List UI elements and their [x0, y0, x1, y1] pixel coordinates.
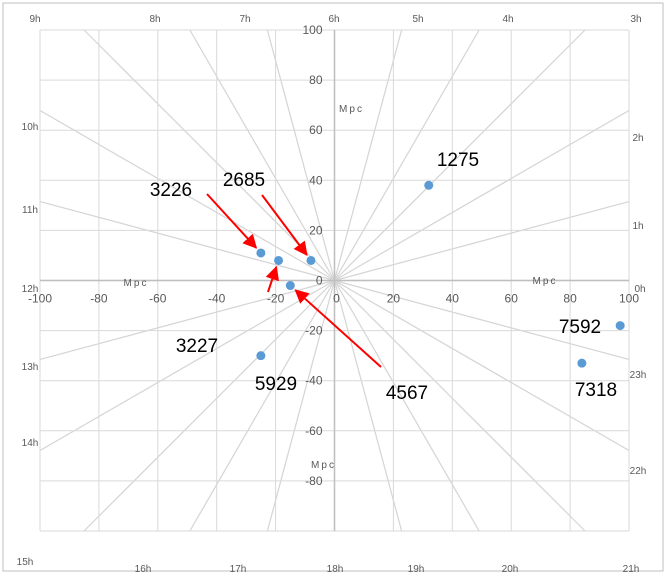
x-tick-label: 80	[563, 292, 577, 306]
radial-line-9h	[83, 29, 335, 281]
x-tick-label: 60	[505, 292, 519, 306]
y-tick-label: 100	[302, 23, 322, 37]
radial-line-16h	[189, 280, 336, 532]
y-tick-label: -60	[305, 424, 323, 438]
radial-line-21h	[334, 280, 586, 532]
radial-line-20h	[333, 280, 480, 532]
arrow-2685	[261, 194, 308, 256]
y-tick-label: 20	[309, 223, 323, 237]
hour-label-13h: 13h	[22, 362, 39, 373]
x-tick-label: 40	[446, 292, 460, 306]
hour-label-15h: 15h	[17, 557, 34, 568]
hour-label-6h: 6h	[328, 14, 339, 25]
hour-label-14h: 14h	[22, 438, 39, 449]
radial-line-4h	[333, 29, 480, 281]
point-label-4567: 4567	[386, 383, 428, 404]
radial-line-11h	[39, 201, 335, 282]
hour-label-3h: 3h	[630, 14, 641, 25]
hour-label-12h: 12h	[22, 284, 39, 295]
radial-line-10h	[39, 109, 335, 282]
hour-label-8h: 8h	[149, 14, 160, 25]
axis-unit-label: Mpc	[124, 278, 149, 289]
y-tick-label: -80	[305, 474, 323, 488]
hour-label-10h: 10h	[22, 122, 39, 133]
hour-label-21h: 21h	[623, 564, 640, 575]
arrow-4567	[294, 289, 382, 368]
radial-line-22h	[334, 279, 630, 452]
y-tick-label: 40	[309, 173, 323, 187]
hour-label-11h: 11h	[22, 205, 38, 216]
axis-unit-label: Mpc	[533, 276, 558, 287]
hour-label-20h: 20h	[502, 564, 519, 575]
arrow-3227	[265, 265, 279, 293]
y-tick-label: 80	[309, 73, 323, 87]
radial-line-3h	[334, 29, 586, 281]
x-tick-label: -80	[90, 292, 108, 306]
radial-line-13h	[39, 279, 335, 360]
y-tick-label: -20	[305, 324, 323, 338]
radial-line-19h	[333, 280, 403, 532]
point-label-3227: 3227	[176, 336, 218, 357]
point-label-5929: 5929	[255, 374, 297, 395]
radial-line-5h	[333, 29, 403, 281]
point-label-1275: 1275	[437, 150, 479, 171]
hour-label-7h: 7h	[239, 14, 250, 25]
hour-label-19h: 19h	[408, 564, 425, 575]
data-point-3227	[274, 255, 284, 265]
axis-unit-label: Mpc	[339, 104, 364, 115]
hour-label-1h: 1h	[632, 221, 643, 232]
x-tick-label: -60	[149, 292, 167, 306]
hour-label-18h: 18h	[327, 564, 344, 575]
radial-line-17h	[266, 280, 336, 532]
data-point-2685	[306, 255, 316, 265]
point-label-7592: 7592	[559, 317, 601, 338]
x-tick-label: 0	[333, 292, 340, 306]
hour-label-0h: 0h	[634, 284, 645, 295]
hour-label-22h: 22h	[630, 466, 647, 477]
hour-label-2h: 2h	[632, 133, 643, 144]
x-tick-label: 20	[387, 292, 401, 306]
axis-unit-label: Mpc	[311, 460, 336, 471]
x-tick-label: -20	[267, 292, 285, 306]
y-tick-label: 0	[316, 274, 323, 288]
radial-line-15h	[83, 280, 335, 532]
data-point-7592	[615, 321, 625, 331]
data-point-3226	[256, 248, 266, 258]
hour-label-16h: 16h	[135, 564, 152, 575]
radial-line-7h	[266, 29, 336, 281]
radial-line-2h	[334, 109, 630, 282]
x-tick-label: -100	[28, 292, 52, 306]
y-tick-label: 60	[309, 123, 323, 137]
y-tick-label: -40	[305, 374, 323, 388]
hour-label-17h: 17h	[230, 564, 247, 575]
radial-line-14h	[39, 279, 335, 452]
point-label-2685: 2685	[223, 170, 265, 191]
data-point-7318	[577, 358, 587, 368]
data-point-1275	[424, 180, 434, 190]
hour-label-23h: 23h	[630, 370, 647, 381]
x-tick-label: -40	[208, 292, 226, 306]
point-label-3226: 3226	[150, 180, 192, 201]
hour-label-9h: 9h	[29, 14, 40, 25]
data-point-4567	[285, 281, 295, 291]
hour-label-4h: 4h	[502, 14, 513, 25]
arrow-3226	[206, 193, 258, 249]
radial-line-23h	[334, 279, 630, 360]
point-label-7318: 7318	[575, 380, 617, 401]
data-point-5929	[256, 351, 266, 361]
radial-line-8h	[189, 29, 336, 281]
x-tick-label: 100	[619, 292, 639, 306]
hour-label-5h: 5h	[412, 14, 423, 25]
radial-line-1h	[334, 201, 630, 282]
